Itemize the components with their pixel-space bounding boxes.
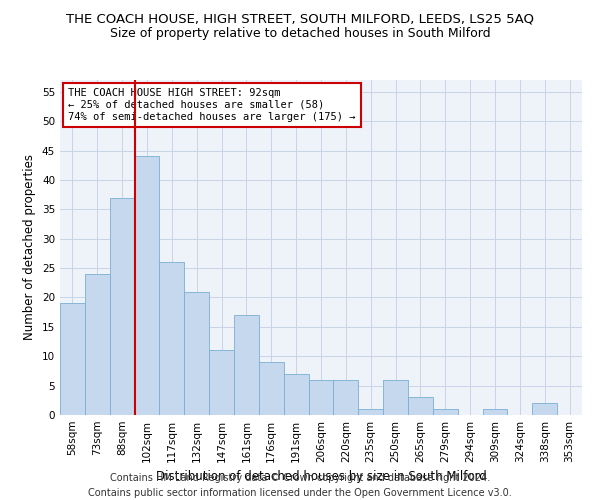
Y-axis label: Number of detached properties: Number of detached properties	[23, 154, 37, 340]
Bar	[134, 156, 160, 415]
Bar	[482, 409, 508, 415]
Bar	[284, 374, 308, 415]
Bar	[110, 198, 134, 415]
Bar	[60, 304, 85, 415]
Bar	[308, 380, 334, 415]
Bar	[259, 362, 284, 415]
Bar	[334, 380, 358, 415]
Bar	[85, 274, 110, 415]
Bar	[383, 380, 408, 415]
Text: Contains HM Land Registry data © Crown copyright and database right 2024.
Contai: Contains HM Land Registry data © Crown c…	[88, 472, 512, 498]
Bar	[234, 315, 259, 415]
Bar	[358, 409, 383, 415]
Bar	[433, 409, 458, 415]
X-axis label: Distribution of detached houses by size in South Milford: Distribution of detached houses by size …	[155, 470, 487, 484]
Bar	[408, 398, 433, 415]
Text: THE COACH HOUSE HIGH STREET: 92sqm
← 25% of detached houses are smaller (58)
74%: THE COACH HOUSE HIGH STREET: 92sqm ← 25%…	[68, 88, 355, 122]
Bar	[184, 292, 209, 415]
Text: Size of property relative to detached houses in South Milford: Size of property relative to detached ho…	[110, 28, 490, 40]
Text: THE COACH HOUSE, HIGH STREET, SOUTH MILFORD, LEEDS, LS25 5AQ: THE COACH HOUSE, HIGH STREET, SOUTH MILF…	[66, 12, 534, 26]
Bar	[532, 403, 557, 415]
Bar	[209, 350, 234, 415]
Bar	[160, 262, 184, 415]
